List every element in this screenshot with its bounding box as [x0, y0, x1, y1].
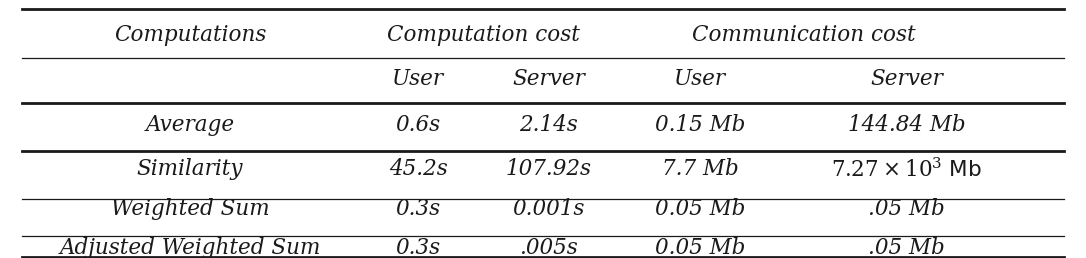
Text: Weighted Sum: Weighted Sum	[111, 198, 269, 220]
Text: .005s: .005s	[519, 237, 578, 258]
Text: 0.15 Mb: 0.15 Mb	[655, 114, 746, 136]
Text: 0.001s: 0.001s	[513, 198, 584, 220]
Text: 0.3s: 0.3s	[395, 198, 441, 220]
Text: 144.84 Mb: 144.84 Mb	[848, 114, 965, 136]
Text: 2.14s: 2.14s	[519, 114, 578, 136]
Text: Computation cost: Computation cost	[387, 24, 580, 46]
Text: Server: Server	[870, 68, 944, 90]
Text: 0.05 Mb: 0.05 Mb	[655, 237, 746, 258]
Text: 0.6s: 0.6s	[395, 114, 441, 136]
Text: Average: Average	[146, 114, 235, 136]
Text: 107.92s: 107.92s	[505, 158, 592, 180]
Text: User: User	[392, 68, 444, 90]
Text: 0.3s: 0.3s	[395, 237, 441, 258]
Text: 45.2s: 45.2s	[389, 158, 447, 180]
Text: 0.05 Mb: 0.05 Mb	[655, 198, 746, 220]
Text: Server: Server	[512, 68, 585, 90]
Text: Similarity: Similarity	[137, 158, 243, 180]
Text: $7.27 \times 10^{3}$ Mb: $7.27 \times 10^{3}$ Mb	[831, 157, 983, 181]
Text: Adjusted Weighted Sum: Adjusted Weighted Sum	[60, 237, 320, 258]
Text: 7.7 Mb: 7.7 Mb	[662, 158, 738, 180]
Text: Communication cost: Communication cost	[692, 24, 915, 46]
Text: User: User	[674, 68, 727, 90]
Text: Computations: Computations	[114, 24, 266, 46]
Text: .05 Mb: .05 Mb	[869, 237, 945, 258]
Text: .05 Mb: .05 Mb	[869, 198, 945, 220]
